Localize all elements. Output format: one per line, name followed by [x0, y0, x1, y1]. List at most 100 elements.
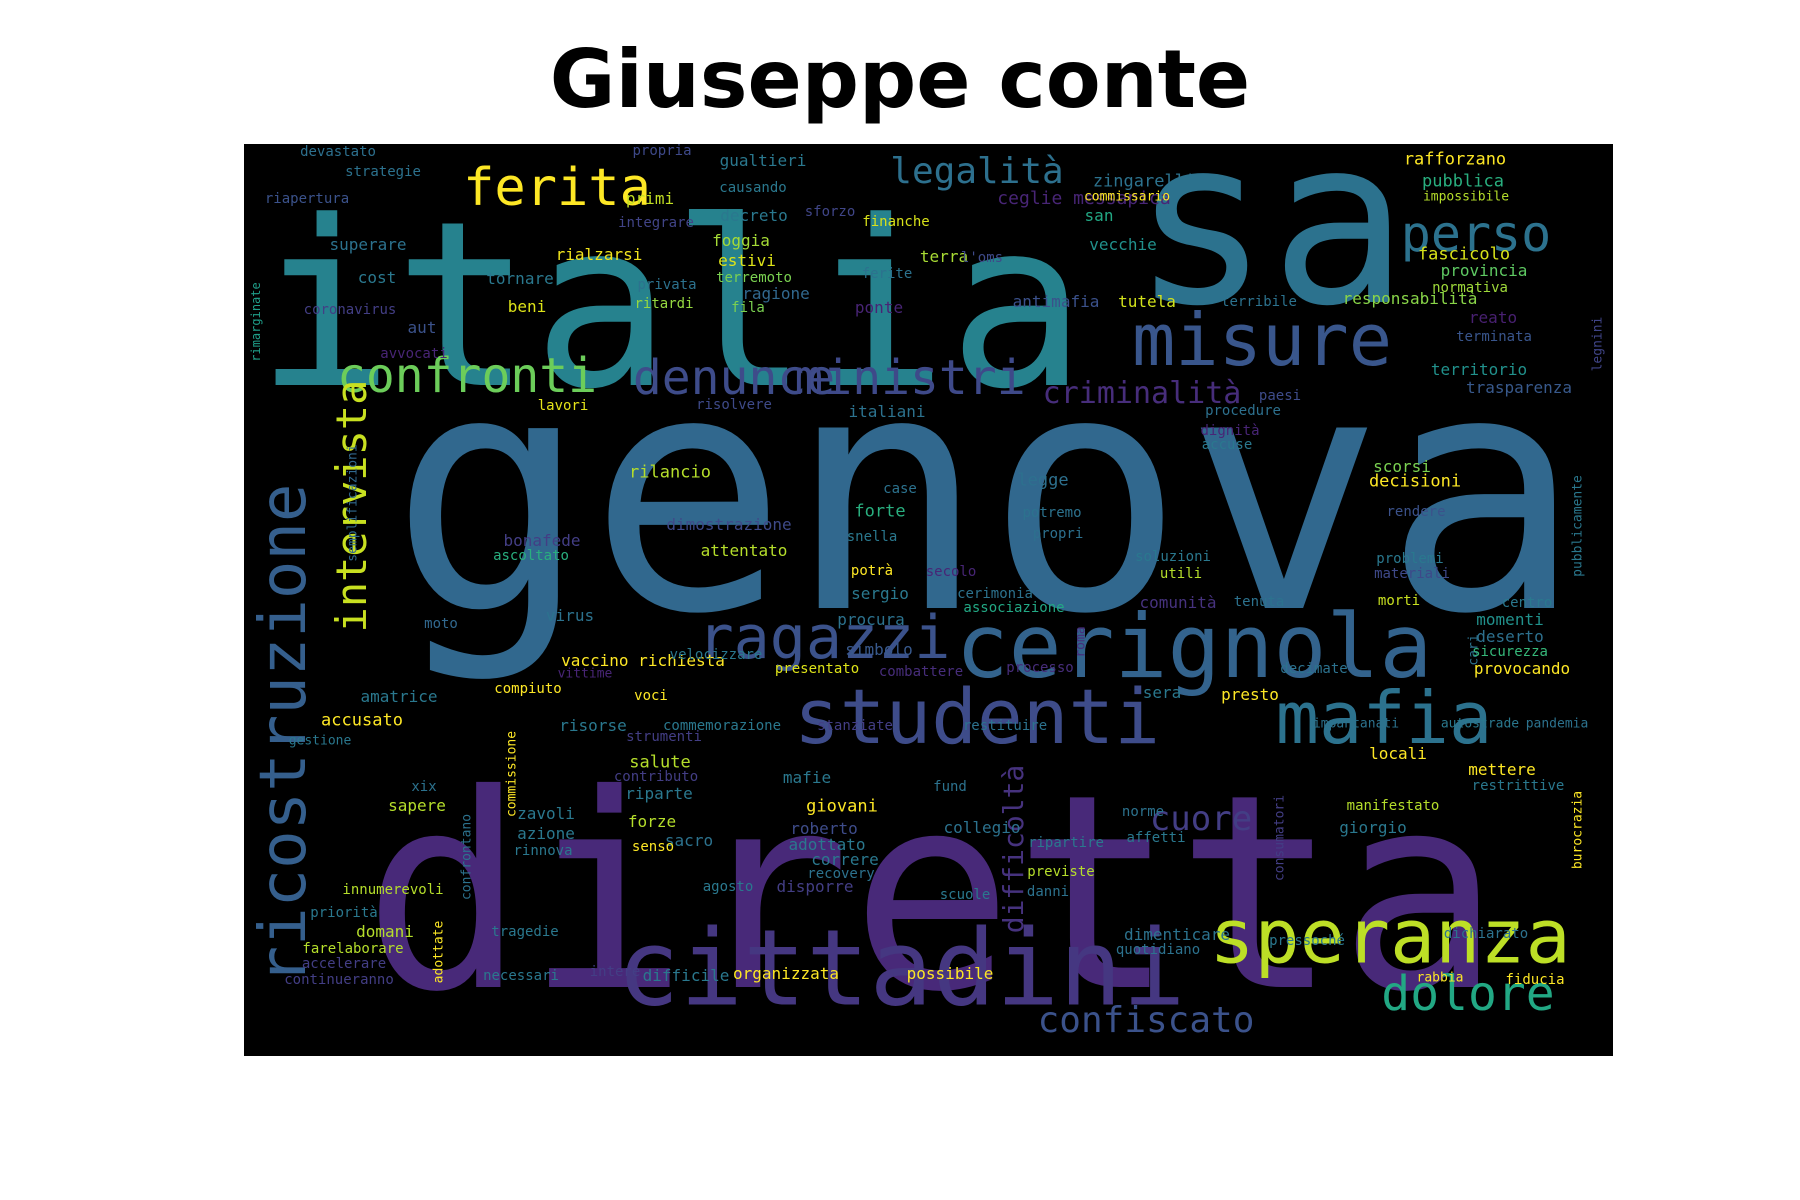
word-forze: forze: [627, 812, 677, 831]
word-sa: sa: [1131, 144, 1409, 357]
word-territorio: territorio: [1430, 360, 1528, 379]
word-pubblica: pubblica: [1422, 171, 1504, 192]
word-fascicolo: fascicolo: [1417, 244, 1511, 265]
word-momenti: momenti: [1476, 610, 1544, 629]
word-vecchie: vecchie: [1089, 235, 1157, 254]
word-pandemia: pandemia: [1525, 716, 1589, 732]
word-reato: reato: [1468, 308, 1518, 327]
word-tragedie: tragedie: [491, 924, 559, 940]
word-fiducia: fiducia: [1505, 972, 1565, 988]
word-roberto: roberto: [790, 819, 858, 838]
word-rimarginate: rimarginate: [249, 282, 263, 362]
word-affetti: affetti: [1126, 830, 1186, 846]
word-italiani: italiani: [848, 402, 926, 421]
word-rilancio: rilancio: [629, 462, 711, 483]
word-terra: terra: [919, 247, 969, 266]
word-propria: propria: [632, 144, 692, 159]
word-risorse: risorse: [559, 716, 627, 735]
word-adottato: adottato: [788, 835, 866, 854]
word-integrare: integrare: [618, 215, 694, 231]
word-difficile: difficile: [642, 966, 730, 985]
word-ragione: ragione: [742, 284, 810, 303]
word-sacro: sacro: [664, 831, 714, 850]
word-priorit-: priorità: [310, 905, 378, 921]
word-l-oms: l'oms: [960, 250, 1004, 266]
word-aut: aut: [407, 318, 437, 337]
word-farelaborare: farelaborare: [302, 941, 404, 957]
word-salute: salute: [629, 752, 691, 773]
word-speranza: speranza: [1209, 892, 1571, 981]
word-tenuta: tenuta: [1233, 594, 1285, 610]
word-ponte: ponte: [854, 298, 904, 317]
word-utili: utili: [1159, 566, 1203, 582]
word-mafie: mafie: [782, 768, 832, 787]
word-restituire: restituire: [962, 718, 1048, 734]
word-stanziate: stanziate: [817, 718, 893, 734]
word-riparte: riparte: [625, 784, 693, 803]
word-potremo: potremo: [1022, 505, 1082, 521]
word-restrittive: restrittive: [1471, 778, 1565, 794]
word-dimenticare: dimenticare: [1124, 925, 1230, 944]
word-pressoch-: pressoché: [1269, 933, 1345, 949]
word-consumatori: consumatori: [1272, 794, 1288, 882]
word-contributo: contributo: [613, 769, 699, 785]
word-estivi: estivi: [718, 251, 776, 270]
word-studenti: studenti: [793, 672, 1161, 761]
word-procura: procura: [837, 610, 905, 629]
word-organizzata: organizzata: [733, 964, 839, 983]
word-rinnova: rinnova: [513, 843, 573, 859]
word-presentato: presentato: [774, 661, 860, 677]
word-cittadini: cittadini: [616, 907, 1186, 1030]
word-ragazzi: ragazzi: [697, 603, 951, 673]
word-legalit-: legalità: [890, 151, 1064, 192]
word-simbolo: simbolo: [845, 640, 913, 659]
word-procedure: procedure: [1205, 403, 1281, 419]
word-sapere: sapere: [388, 796, 446, 815]
word-riapertura: riapertura: [264, 191, 350, 207]
word-zavoli: zavoli: [517, 804, 575, 823]
word-roma: roma: [1073, 626, 1089, 658]
word-diretta: diretta: [363, 736, 1501, 1051]
word-devastato: devastato: [300, 144, 376, 160]
word-cost: cost: [357, 268, 397, 287]
word-scorsi: scorsi: [1373, 457, 1431, 476]
word-strumenti: strumenti: [626, 729, 702, 745]
word-virus: virus: [545, 606, 595, 625]
word-vaccino-richiesta: vaccino richiesta: [561, 651, 725, 670]
word-avvocati: avvocati: [380, 346, 448, 362]
word-recovery: recovery: [807, 866, 875, 882]
word-legge: legge: [1017, 470, 1069, 491]
word-voci: voci: [634, 688, 668, 704]
word-giorgio: giorgio: [1339, 818, 1407, 837]
word-cerignola: cerignola: [955, 595, 1433, 698]
word-scuole: scuole: [939, 887, 991, 903]
word-paesi: paesi: [1258, 388, 1302, 404]
word-sergio: sergio: [851, 584, 909, 603]
word-autostrade: autostrade: [1440, 716, 1520, 732]
word-amatrice: amatrice: [360, 687, 438, 706]
word-fund: fund: [933, 779, 967, 795]
word-cuore: cuore: [1149, 799, 1253, 839]
word-privata: privata: [637, 277, 697, 293]
word-coronavirus: coronavirus: [303, 302, 397, 318]
word-criminalit-: criminalità: [1042, 376, 1242, 411]
word-innumerevoli: innumerevoli: [342, 882, 444, 898]
word-attentato: attentato: [700, 541, 788, 560]
word-commemorazione: commemorazione: [662, 718, 782, 734]
word-propri: propri: [1032, 526, 1084, 542]
word-locali: locali: [1369, 744, 1427, 763]
word-collegio: collegio: [943, 818, 1021, 837]
word-commissario: commissario: [1083, 189, 1171, 205]
word-genova: genova: [389, 302, 1583, 686]
word-antimafia: antimafia: [1012, 292, 1100, 311]
word-denunce: denunce: [632, 350, 836, 406]
word-dolore: dolore: [1381, 966, 1555, 1022]
word-continueranno: continueranno: [284, 972, 394, 988]
word-morti: morti: [1377, 593, 1421, 609]
word-problemi: problemi: [1376, 551, 1444, 567]
word-rendere: rendere: [1386, 504, 1446, 520]
word-case: case: [883, 481, 917, 497]
word-mettere: mettere: [1468, 760, 1536, 779]
word-centro: centro: [1501, 595, 1553, 611]
word-previste: previste: [1027, 864, 1095, 880]
